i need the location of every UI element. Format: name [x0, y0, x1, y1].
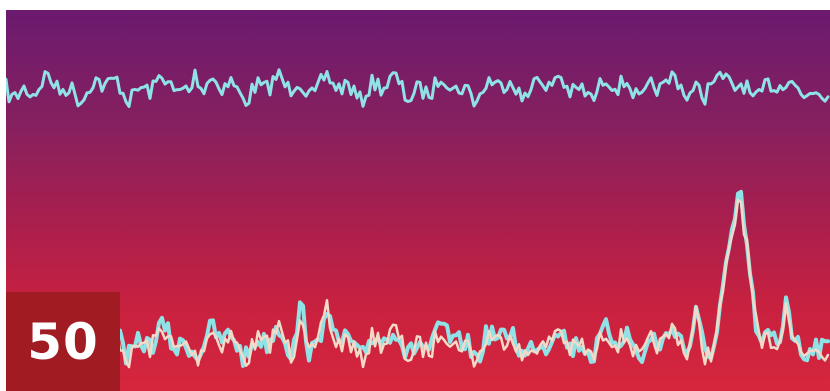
wave-trace-photo [6, 10, 830, 391]
upper-wave-trace [6, 68, 830, 108]
number-badge: 50 [6, 292, 120, 391]
wave-trace-canvas [6, 68, 830, 369]
lower-wave-trace [6, 198, 830, 369]
badge-number: 50 [27, 312, 99, 371]
